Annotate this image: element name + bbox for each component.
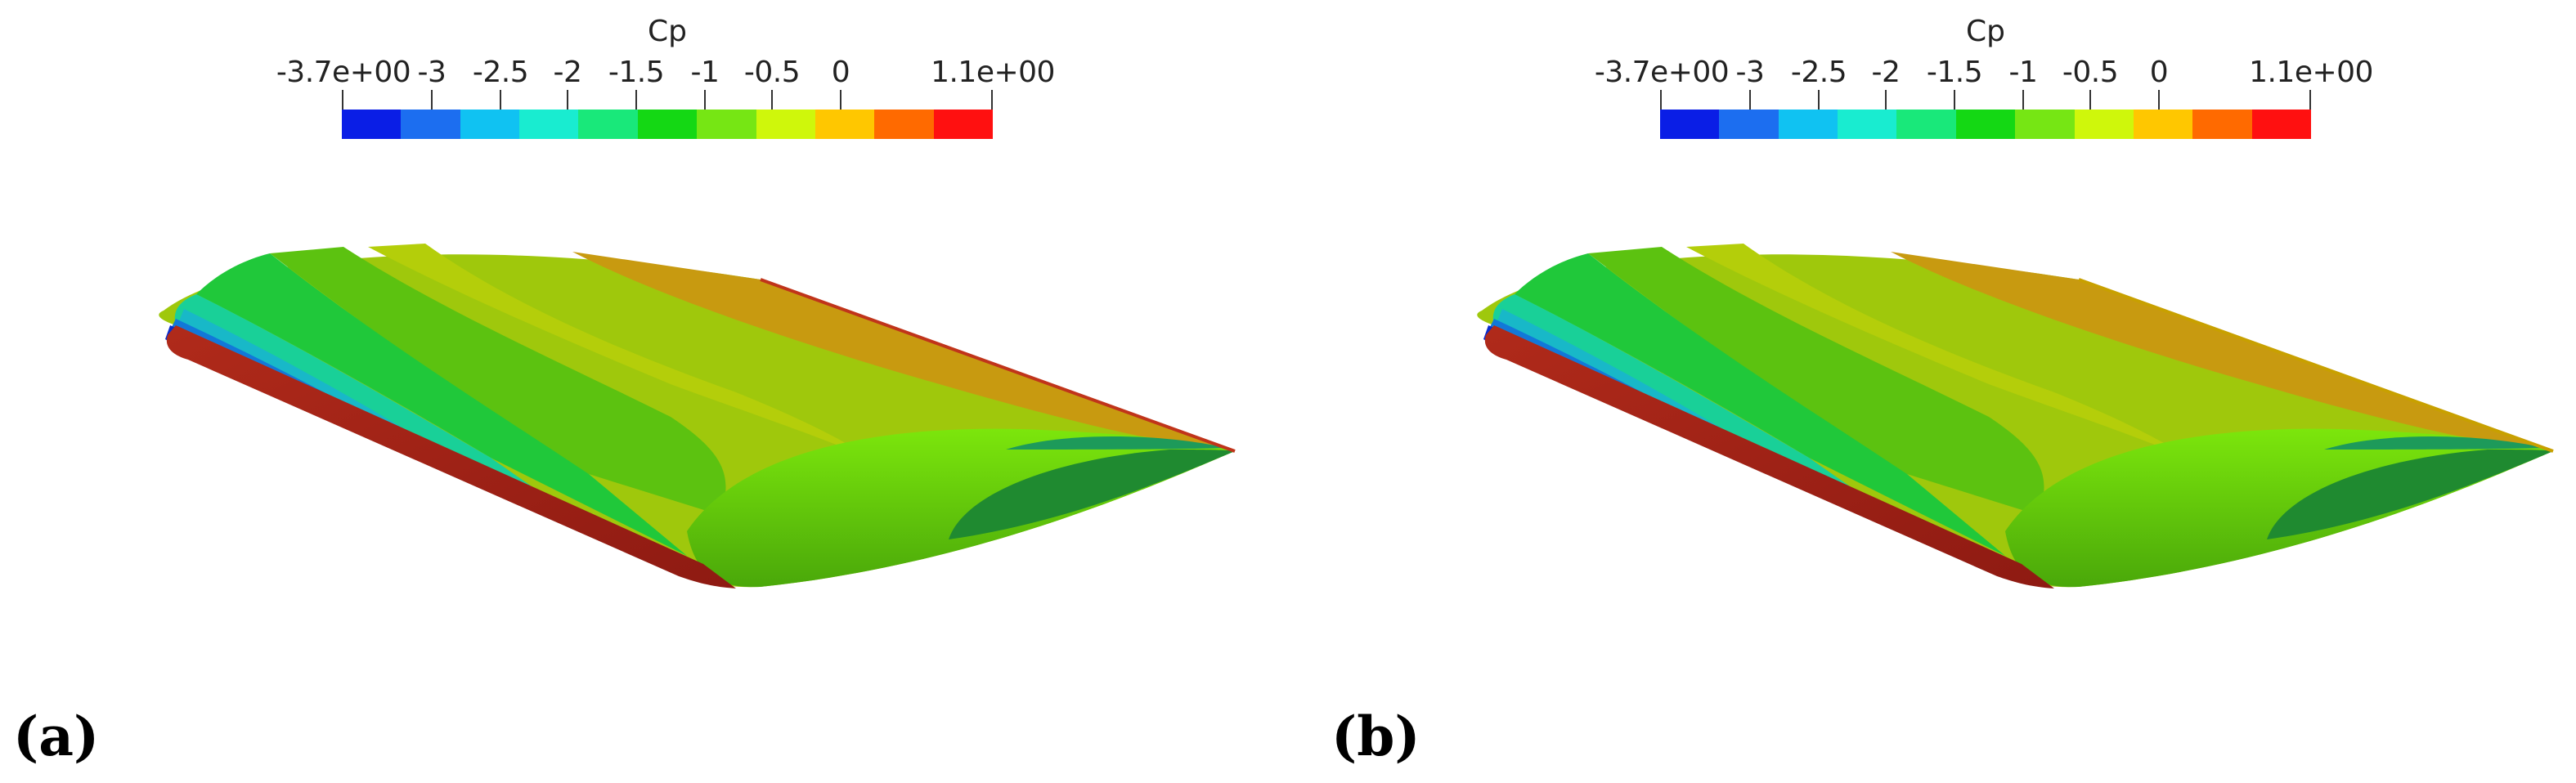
panel-label: (b) [1331, 705, 1420, 768]
colorbar-tick-label: 0 [831, 56, 850, 89]
colorbar-tick-mark [771, 90, 773, 111]
colorbar-segment [1778, 110, 1838, 139]
colorbar-tick-label: -1 [2008, 56, 2038, 89]
colorbar-segment [460, 110, 520, 139]
colorbar-tick-label: -1.5 [608, 56, 665, 89]
wing-surface-b [1477, 244, 2554, 588]
colorbar-title: Cp [648, 15, 687, 48]
colorbar-tick-mark [431, 90, 433, 111]
colorbar-segment [933, 110, 993, 139]
colorbar-tick-mark [2309, 90, 2311, 111]
colorbar-tick-label: 1.1e+00 [931, 56, 1055, 89]
colorbar-segment [874, 110, 934, 139]
colorbar-tick-label: -0.5 [743, 56, 801, 89]
colorbar-tick-label: -3.7e+00 [276, 56, 411, 89]
colorbar-segment [1838, 110, 1897, 139]
colorbar-tick-mark [840, 90, 841, 111]
colorbar-tick-mark [1660, 90, 1662, 111]
colorbar-segment [2251, 110, 2311, 139]
colorbar-segment [2015, 110, 2075, 139]
colorbar-tick-mark [500, 90, 501, 111]
wing-surface-a [159, 244, 1236, 588]
colorbar-tick-label: -0.5 [2062, 56, 2119, 89]
colorbar-segment [756, 110, 815, 139]
colorbar-segment [637, 110, 698, 139]
colorbar-tick-label: -2 [553, 56, 582, 89]
colorbar-tick-mark [991, 90, 993, 111]
colorbar-segment [578, 110, 638, 139]
colorbar-tick-label: 0 [2149, 56, 2169, 89]
colorbar-segment [1896, 110, 1956, 139]
colorbar-segment [815, 110, 875, 139]
colorbar-segment [1719, 110, 1779, 139]
colorbar-tick-label: -3 [417, 56, 447, 89]
colorbar-tick-mark [2022, 90, 2024, 111]
colorbar-tick-mark [1885, 90, 1887, 111]
colorbar-segment [342, 110, 402, 139]
panel-a: Cp -3.7e+00 -3 -2.5 -2 -1.5 -1 -0.5 0 1.… [13, 15, 1236, 768]
colorbar-segment [2192, 110, 2252, 139]
colorbar-tick-mark [2089, 90, 2091, 111]
panel-label: (a) [13, 705, 100, 768]
colorbar-title: Cp [1966, 15, 2005, 48]
colorbar-tick-label: -3.7e+00 [1594, 56, 1730, 89]
colorbar-tick-label: -3 [1735, 56, 1765, 89]
colorbar-tick-mark [635, 90, 637, 111]
colorbar-tick-mark [1954, 90, 1955, 111]
colorbar-segment [697, 110, 756, 139]
colorbar-segment [2074, 110, 2134, 139]
colorbar-tick-mark [1818, 90, 1820, 111]
colorbar-segment [401, 110, 460, 139]
colorbar-tick-label: 1.1e+00 [2249, 56, 2373, 89]
colorbar-tick-mark [704, 90, 706, 111]
colorbar-tick-mark [1749, 90, 1751, 111]
colorbar-tick-label: -1.5 [1926, 56, 1983, 89]
panel-b: Cp -3.7e+00 -3 -2.5 -2 -1.5 -1 -0.5 0 1.… [1318, 0, 2576, 783]
colorbar-tick-label: -2 [1871, 56, 1901, 89]
colorbar-tick-mark [342, 90, 343, 111]
colorbar-segment [1955, 110, 2016, 139]
colorbar-segment [2133, 110, 2193, 139]
colorbar-tick-label: -2.5 [1790, 56, 1847, 89]
colorbar [342, 110, 993, 139]
colorbar-tick-mark [2158, 90, 2160, 111]
colorbar-tick-label: -1 [690, 56, 720, 89]
colorbar-tick-label: -2.5 [472, 56, 529, 89]
colorbar-segment [519, 110, 579, 139]
colorbar-segment [1660, 110, 1720, 139]
colorbar-tick-mark [567, 90, 568, 111]
colorbar [1660, 110, 2311, 139]
